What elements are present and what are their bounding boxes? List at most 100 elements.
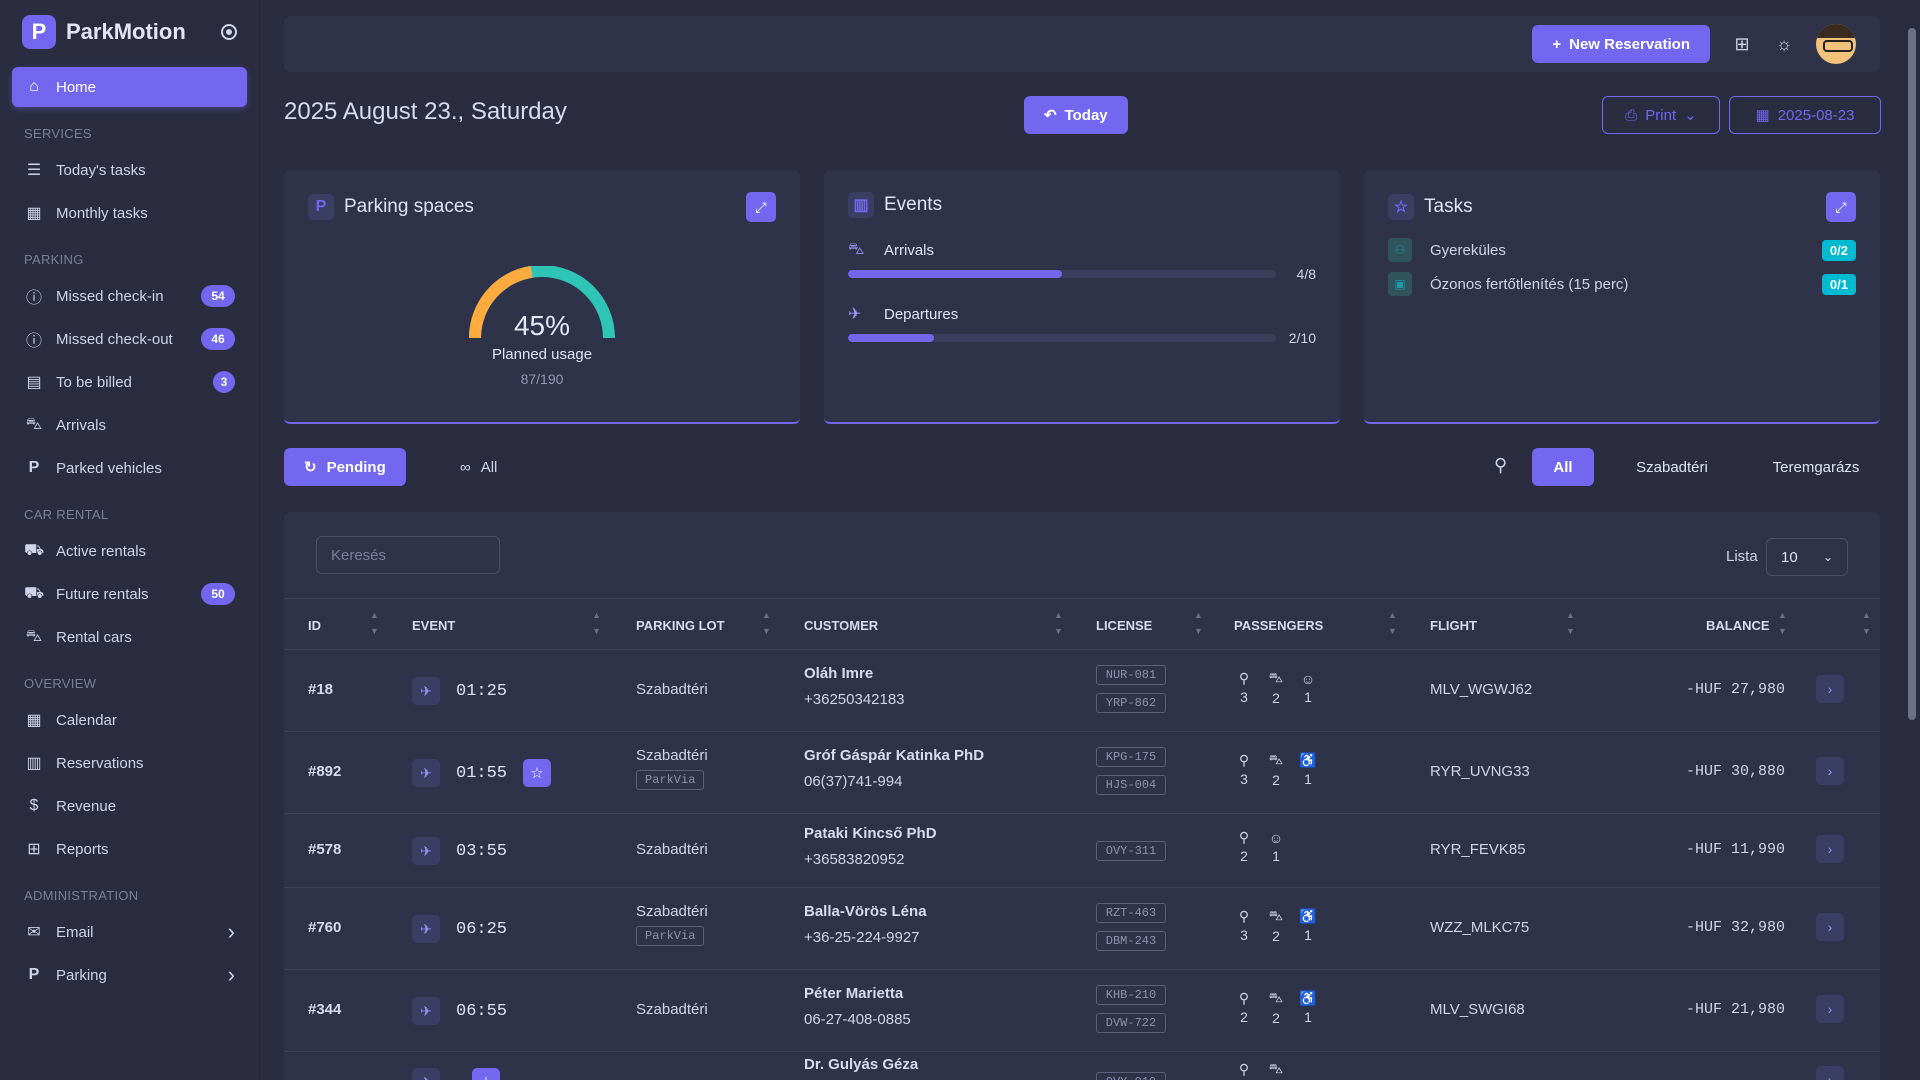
passenger-count: ⛍ 2: [1268, 751, 1284, 788]
row-event: ✈ 01:55 ☆: [412, 759, 552, 787]
row-balance: -HUF 27,980: [1686, 681, 1786, 698]
partner-tag: ParkVia: [636, 926, 705, 946]
sidebar-item-active-rentals[interactable]: ⛟ Active rentals: [12, 531, 247, 571]
progress-fill: [848, 270, 1062, 278]
row-event: ✈ 01:25: [412, 677, 507, 705]
event-row: ⛍ Arrivals 4/8: [824, 240, 1340, 282]
column-header-license[interactable]: LICENSE: [1096, 617, 1153, 633]
sidebar-item-parked-vehicles[interactable]: P Parked vehicles: [12, 448, 247, 488]
row-parking-lot: Szabadtéri: [636, 841, 708, 858]
expand-icon[interactable]: ⤢: [1826, 192, 1856, 222]
sort-icon[interactable]: ▲ ▼: [762, 610, 771, 636]
sort-icon[interactable]: ▲ ▼: [370, 610, 379, 636]
refresh-icon: ↻: [304, 459, 317, 476]
page-scrollbar[interactable]: [1908, 28, 1916, 720]
sidebar-item-label: Parked vehicles: [56, 459, 162, 477]
column-header-id[interactable]: ID: [308, 617, 321, 633]
row-parking-lot: Szabadtéri: [636, 1001, 708, 1018]
location-szabadteri-button[interactable]: Szabadtéri: [1636, 458, 1708, 476]
infinity-icon: ∞: [460, 458, 471, 476]
sort-icon[interactable]: ▲ ▼: [1778, 610, 1787, 636]
search-input[interactable]: [316, 536, 500, 574]
row-event: ✈ 03:55: [412, 837, 507, 865]
event-progress: 2/10: [848, 330, 1316, 346]
sidebar-item-today-s-tasks[interactable]: ☰ Today's tasks: [12, 150, 247, 190]
table-row[interactable]: #892 ✈ 01:55 ☆ Szabadtéri ParkVia Gróf Gáspár …: [284, 732, 1880, 814]
column-header-flight[interactable]: FLIGHT: [1430, 617, 1477, 633]
expand-icon[interactable]: ⤢: [746, 192, 776, 222]
column-header-balance[interactable]: BALANCE: [1706, 617, 1770, 633]
sidebar-item-future-rentals[interactable]: ⛟ Future rentals 50: [12, 574, 247, 614]
row-parking-lot: Szabadtéri ParkVia: [636, 903, 708, 946]
date-picker-button[interactable]: ▦ 2025-08-23: [1729, 96, 1881, 134]
page-size-select[interactable]: 10 ⌄: [1766, 538, 1848, 576]
sort-icon[interactable]: ▲ ▼: [1388, 610, 1397, 636]
sort-icon[interactable]: ▲ ▼: [1194, 610, 1203, 636]
license-plate: DBM-243: [1096, 931, 1166, 951]
sidebar-item-rental-cars[interactable]: ⛍ Rental cars: [12, 617, 247, 657]
theme-sun-icon[interactable]: ☼: [1775, 33, 1793, 54]
sidebar-item-email[interactable]: ✉ Email ›: [12, 912, 247, 952]
task-row[interactable]: ▣ Ózonos fertőtlenítés (15 perc) 0/1: [1364, 272, 1880, 296]
sidebar-item-label: Reports: [56, 840, 109, 858]
column-header-event[interactable]: EVENT: [412, 617, 456, 633]
row-details-button[interactable]: ›: [1816, 675, 1844, 703]
passenger-number: 1: [1272, 847, 1280, 864]
sort-icon[interactable]: ▲ ▼: [1566, 610, 1575, 636]
row-details-button[interactable]: ›: [1816, 995, 1844, 1023]
star-icon: ☆: [472, 1068, 500, 1080]
row-details-button[interactable]: ›: [1816, 1066, 1844, 1080]
avatar[interactable]: [1816, 24, 1856, 64]
row-customer: Oláh Imre +36250342183: [804, 665, 905, 708]
sidebar-item-to-be-billed[interactable]: ▤ To be billed 3: [12, 362, 247, 402]
sidebar-item-reservations[interactable]: ▥ Reservations: [12, 743, 247, 783]
sidebar: P ParkMotion ⌂ Home SERVICES ☰ Today's tas…: [0, 0, 260, 1080]
table-row[interactable]: #344 ✈ 06:55 Szabadtéri Péter Marietta 06-27-…: [284, 970, 1880, 1052]
sidebar-item-calendar[interactable]: ▦ Calendar: [12, 700, 247, 740]
sidebar-item-arrivals[interactable]: ⛍ Arrivals: [12, 405, 247, 445]
passenger-count: ⛍ 2: [1268, 989, 1284, 1026]
sort-icon[interactable]: ▲ ▼: [1054, 610, 1063, 636]
table-row[interactable]: ✈☆Dr. Gulyás GézaOVY-919⚲⛍›: [284, 1052, 1880, 1080]
parking-icon: P: [28, 966, 40, 983]
sidebar-item-missed-check-in[interactable]: ⓘ Missed check-in 54: [12, 276, 247, 316]
row-details-button[interactable]: ›: [1816, 757, 1844, 785]
row-details-button[interactable]: ›: [1816, 913, 1844, 941]
sidebar-item-parking[interactable]: P Parking ›: [12, 955, 247, 995]
sidebar-item-label: Revenue: [56, 797, 117, 815]
sidebar-item-revenue[interactable]: $ Revenue: [12, 786, 247, 826]
brand-name: ParkMotion: [66, 19, 186, 44]
printer-icon: ⎙: [1625, 106, 1638, 124]
sidebar-item-home[interactable]: ⌂ Home: [12, 67, 247, 107]
row-passengers: ⚲ 3 ⛍ 2 ♿ 1: [1236, 907, 1317, 944]
table-row[interactable]: #18 ✈ 01:25 Szabadtéri Oláh Imre +36250342183…: [284, 650, 1880, 732]
task-row[interactable]: ⚇ Gyereküles 0/2: [1364, 238, 1880, 262]
filter-all-button[interactable]: ∞ All: [440, 448, 517, 486]
table-row[interactable]: #578 ✈ 03:55 Szabadtéri Pataki Kincső PhD +36…: [284, 814, 1880, 888]
sidebar-toggle-icon[interactable]: [221, 24, 237, 40]
column-header-customer[interactable]: CUSTOMER: [804, 617, 879, 633]
sort-icon[interactable]: ▲ ▼: [592, 610, 601, 636]
row-details-button[interactable]: ›: [1816, 835, 1844, 863]
location-all-button[interactable]: All: [1532, 448, 1594, 486]
event-row-header: ⛍ Arrivals: [848, 240, 1316, 260]
page-size-label: Lista: [1726, 548, 1758, 565]
new-reservation-button[interactable]: + New Reservation: [1532, 25, 1710, 63]
smiley-icon: ☺: [1300, 670, 1316, 687]
sort-icon[interactable]: ▲ ▼: [1862, 610, 1871, 636]
sidebar-item-monthly-tasks[interactable]: ▦ Monthly tasks: [12, 193, 247, 233]
license-plate: KHB-210: [1096, 985, 1166, 1005]
sidebar-item-reports[interactable]: ⊞ Reports: [12, 829, 247, 869]
column-header-parking-lot[interactable]: PARKING LOT: [636, 617, 725, 633]
table-row[interactable]: #760 ✈ 06:25 Szabadtéri ParkVia Balla-Vörös L…: [284, 888, 1880, 970]
sidebar-item-missed-check-out[interactable]: ⓘ Missed check-out 46: [12, 319, 247, 359]
location-teremgarazs-button[interactable]: Teremgarázs: [1772, 458, 1860, 476]
column-header-passengers[interactable]: PASSENGERS: [1234, 617, 1324, 633]
license-plate: NUR-081: [1096, 665, 1166, 685]
print-button[interactable]: ⎙ Print ⌄: [1602, 96, 1720, 134]
row-id: #18: [308, 681, 334, 698]
apps-grid-icon[interactable]: ⊞: [1734, 33, 1750, 54]
reservations-table-card: Lista 10 ⌄ ID ▲▼ EVENT ▲▼ PARKING LOT ▲▼…: [284, 512, 1880, 1080]
filter-pending-button[interactable]: ↻ Pending: [284, 448, 406, 486]
today-button[interactable]: ↶ Today: [1024, 96, 1128, 134]
